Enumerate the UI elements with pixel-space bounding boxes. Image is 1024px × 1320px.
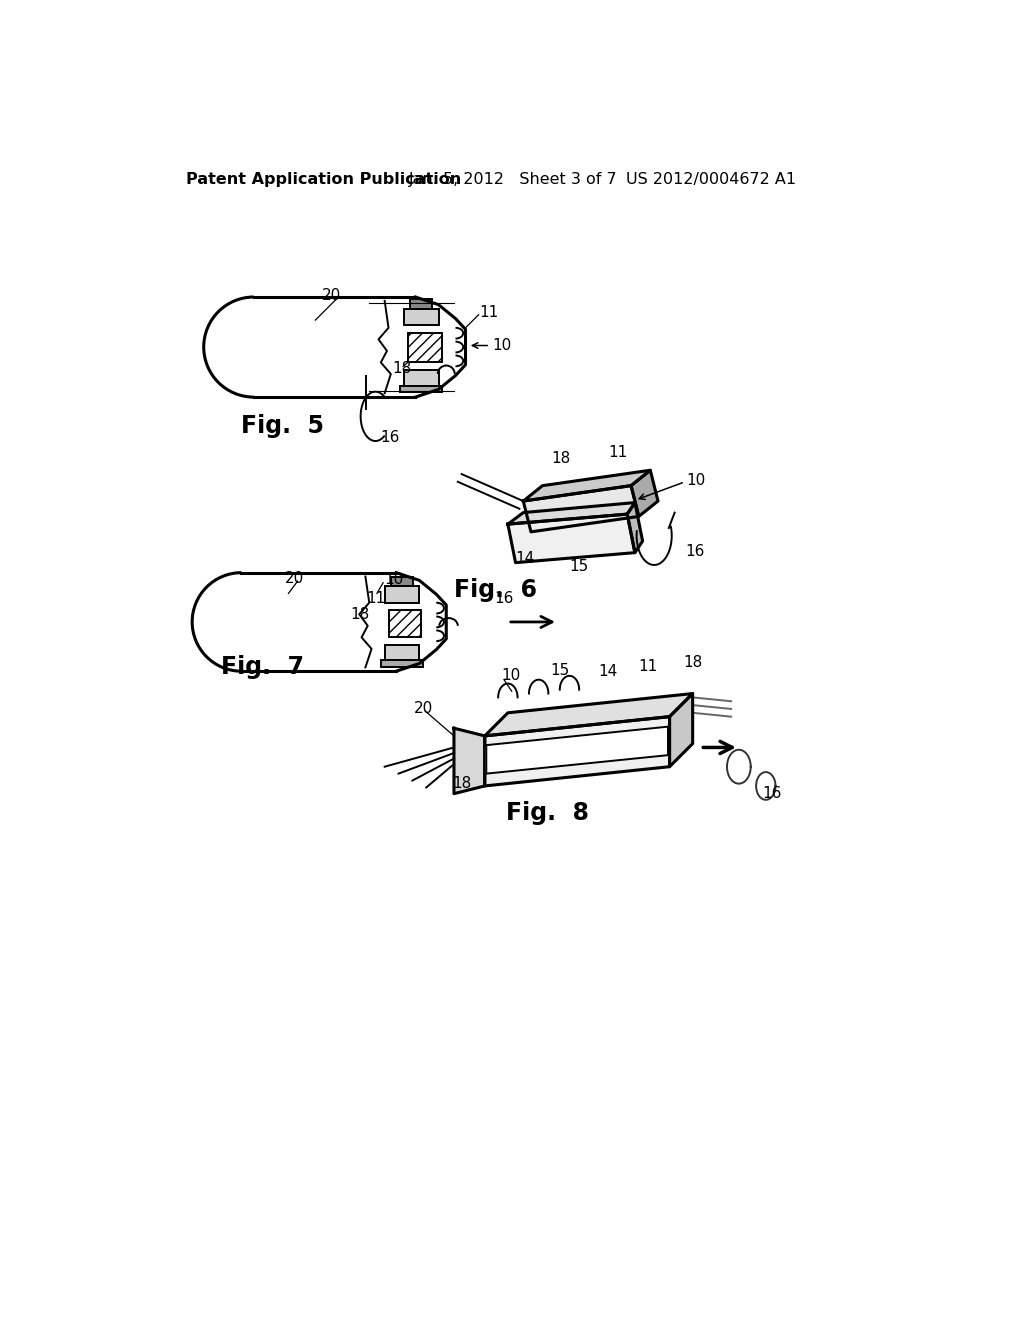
Bar (408, 333, 442, 363)
Polygon shape (508, 503, 635, 524)
Text: 10: 10 (493, 338, 512, 352)
Text: 11: 11 (608, 445, 628, 461)
Bar (385, 645, 419, 660)
Text: 14: 14 (515, 552, 535, 566)
Text: 20: 20 (285, 570, 304, 586)
Bar (403, 309, 438, 326)
Polygon shape (631, 470, 658, 516)
Bar (400, 385, 442, 392)
Polygon shape (523, 486, 639, 532)
Text: 18: 18 (392, 362, 412, 376)
Text: 10: 10 (502, 668, 521, 684)
Text: US 2012/0004672 A1: US 2012/0004672 A1 (626, 173, 796, 187)
Polygon shape (628, 503, 643, 553)
Polygon shape (484, 717, 670, 785)
Text: 16: 16 (381, 429, 400, 445)
Text: 14: 14 (599, 664, 617, 680)
Text: 20: 20 (414, 701, 433, 717)
Bar (403, 370, 438, 385)
Text: 11: 11 (367, 591, 385, 606)
Text: Fig.  7: Fig. 7 (221, 655, 304, 678)
Bar (388, 610, 421, 638)
Text: Jan. 5, 2012   Sheet 3 of 7: Jan. 5, 2012 Sheet 3 of 7 (410, 173, 617, 187)
Text: 20: 20 (322, 288, 341, 304)
Text: 16: 16 (685, 544, 705, 558)
Text: 18: 18 (683, 655, 702, 671)
Text: 11: 11 (479, 305, 499, 319)
Bar (385, 586, 419, 603)
Polygon shape (486, 726, 668, 774)
Polygon shape (484, 693, 692, 737)
Bar (381, 660, 423, 667)
Text: 15: 15 (550, 663, 569, 678)
Text: Fig.  5: Fig. 5 (241, 414, 324, 438)
Text: 10: 10 (686, 473, 706, 488)
Text: 18: 18 (350, 607, 370, 622)
Text: 11: 11 (639, 659, 658, 675)
Text: 10: 10 (385, 572, 403, 587)
Text: Patent Application Publication: Patent Application Publication (186, 173, 461, 187)
Text: Fig.  8: Fig. 8 (506, 801, 589, 825)
Text: 15: 15 (569, 558, 589, 574)
Bar (391, 577, 413, 586)
Text: 16: 16 (495, 591, 514, 606)
Polygon shape (508, 515, 635, 562)
Polygon shape (454, 729, 484, 793)
Polygon shape (670, 693, 692, 767)
Bar (410, 300, 432, 309)
Text: 18: 18 (453, 776, 472, 791)
Text: 16: 16 (762, 787, 781, 801)
Polygon shape (523, 470, 650, 502)
Text: Fig.  6: Fig. 6 (454, 578, 537, 602)
Text: 18: 18 (552, 451, 571, 466)
